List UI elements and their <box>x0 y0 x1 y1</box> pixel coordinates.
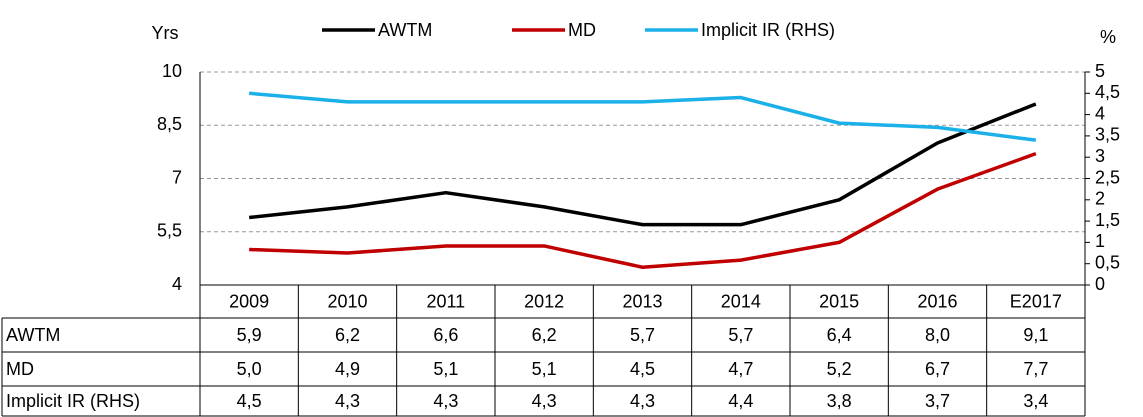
y2-tick-label: 0,5 <box>1095 252 1120 272</box>
table-cell: 4,9 <box>335 359 360 379</box>
table-cell: 5,1 <box>433 359 458 379</box>
table-cell: 4,3 <box>433 391 458 411</box>
x-tick-label: E2017 <box>1010 291 1062 311</box>
table-cell: 5,1 <box>532 359 557 379</box>
table-cell: 4,4 <box>728 391 753 411</box>
x-tick-label: 2011 <box>426 291 465 311</box>
y2-tick-label: 2 <box>1095 189 1105 209</box>
table-cell: 3,7 <box>925 391 950 411</box>
table-cell: 5,7 <box>630 325 655 345</box>
table-cell: 6,6 <box>433 325 458 345</box>
x-tick-label: 2010 <box>327 291 367 311</box>
legend-label: Implicit IR (RHS) <box>701 20 835 40</box>
y2-tick-label: 5 <box>1095 61 1105 81</box>
y-tick-label: 8,5 <box>157 114 182 134</box>
y2-tick-label: 2,5 <box>1095 167 1120 187</box>
y2-tick-label: 3,5 <box>1095 125 1120 145</box>
x-tick-label: 2014 <box>721 291 761 311</box>
table-cell: 6,4 <box>827 325 852 345</box>
table-cell: 5,7 <box>728 325 753 345</box>
y2-tick-label: 0 <box>1095 274 1105 294</box>
y2-tick-label: 1 <box>1095 231 1105 251</box>
y2-axis-title: % <box>1100 27 1116 47</box>
series-line <box>249 91 1037 142</box>
table-cell: 8,0 <box>925 325 950 345</box>
table-cell: 5,9 <box>237 325 262 345</box>
table-cell: 4,3 <box>630 391 655 411</box>
table-cell: 4,3 <box>335 391 360 411</box>
x-tick-label: 2015 <box>819 291 859 311</box>
y2-tick-label: 1,5 <box>1095 210 1120 230</box>
x-tick-label: 2012 <box>524 291 564 311</box>
y2-tick-label: 4 <box>1095 103 1105 123</box>
table-cell: 5,2 <box>827 359 852 379</box>
table-cell: 3,8 <box>827 391 852 411</box>
y2-tick-label: 3 <box>1095 146 1105 166</box>
table-cell: 4,3 <box>532 391 557 411</box>
table-cell: 3,4 <box>1023 391 1048 411</box>
y2-tick-label: 4,5 <box>1095 82 1120 102</box>
table-cell: 5,0 <box>237 359 262 379</box>
table-cell: 7,7 <box>1023 359 1048 379</box>
x-tick-label: 2009 <box>229 291 269 311</box>
legend-label: MD <box>568 20 596 40</box>
table-row-label: AWTM <box>6 325 60 345</box>
table-cell: 6,2 <box>532 325 557 345</box>
y-tick-label: 4 <box>172 274 182 294</box>
table-cell: 4,5 <box>630 359 655 379</box>
table-cell: 4,7 <box>728 359 753 379</box>
table-cell: 9,1 <box>1023 325 1048 345</box>
y-tick-label: 10 <box>162 61 182 81</box>
table-row-label: MD <box>6 359 34 379</box>
table-cell: 6,7 <box>925 359 950 379</box>
x-tick-label: 2013 <box>622 291 662 311</box>
x-tick-label: 2016 <box>917 291 957 311</box>
table-row-label: Implicit IR (RHS) <box>6 391 140 411</box>
y-axis-title: Yrs <box>152 23 179 43</box>
y-tick-label: 5,5 <box>157 221 182 241</box>
y-tick-label: 7 <box>172 167 182 187</box>
series-line <box>248 102 1037 227</box>
table-cell: 4,5 <box>237 391 262 411</box>
series-line <box>249 152 1037 269</box>
table-cell: 6,2 <box>335 325 360 345</box>
legend-label: AWTM <box>378 20 432 40</box>
